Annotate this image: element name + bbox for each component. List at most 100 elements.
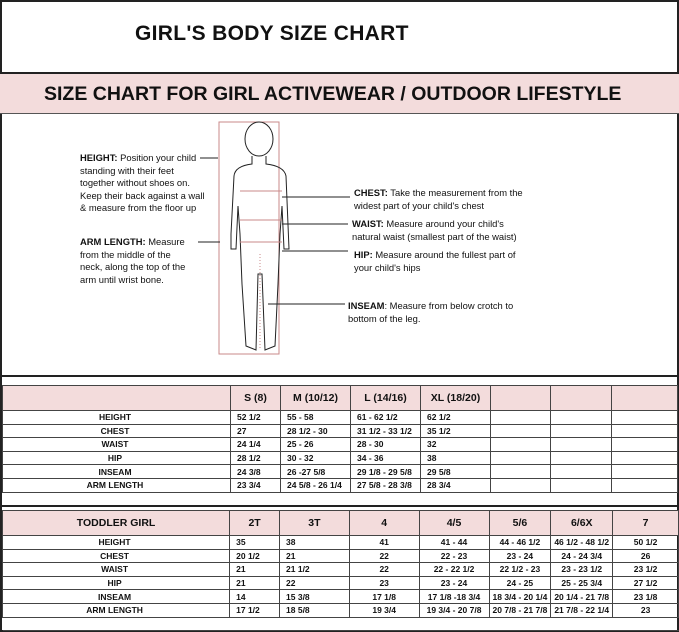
measurement-cell: 21 <box>229 562 281 577</box>
inseam-note-label: INSEAM <box>348 300 385 311</box>
measurement-cell <box>611 423 678 439</box>
chest-note: CHEST: Take the measurement from the wid… <box>354 187 524 212</box>
row-label: WAIST <box>2 437 231 452</box>
measurement-cell: 23 1/8 <box>612 589 679 604</box>
measurement-cell: 19 3/4 - 20 7/8 <box>418 602 490 618</box>
measurement-cell: 31 1/2 - 33 1/2 <box>350 423 421 439</box>
size-header: 7 <box>612 510 679 536</box>
row-label: CHEST <box>1 548 231 564</box>
measurement-cell: 17 1/8 <box>348 589 420 604</box>
waist-note: WAIST: Measure around your child's natur… <box>352 218 532 243</box>
measurement-cell: 27 <box>230 423 281 439</box>
row-label: HEIGHT <box>2 410 231 425</box>
measurement-cell: 38 <box>279 535 350 550</box>
measurement-cell: 18 3/4 - 20 1/4 <box>488 589 552 604</box>
size-header: 3T <box>279 510 350 536</box>
measurement-cell: 23 <box>612 602 679 618</box>
size-header: 6/6X <box>550 510 614 536</box>
measurement-cell <box>611 450 678 466</box>
arm-length-note: ARM LENGTH: Measure from the middle of t… <box>80 236 195 286</box>
measurement-cell <box>611 410 678 425</box>
measurement-cell: 29 5/8 <box>420 464 491 479</box>
measurement-cell: 25 - 25 3/4 <box>550 575 614 591</box>
measurement-cell: 28 3/4 <box>420 477 491 493</box>
measurement-cell: 35 <box>229 535 281 550</box>
measurement-cell <box>611 464 678 479</box>
measurement-cell: 24 5/8 - 26 1/4 <box>280 477 351 493</box>
measurement-cell: 23 - 23 1/2 <box>550 562 614 577</box>
size-header: 5/6 <box>488 510 552 536</box>
arm-note-label: ARM LENGTH: <box>80 236 146 247</box>
corner-header: TODDLER GIRL <box>1 510 231 536</box>
size-header: L (14/16) <box>350 385 421 411</box>
measurement-cell: 34 - 36 <box>350 450 421 466</box>
measurement-cell <box>490 450 551 466</box>
measurement-cell: 17 1/8 -18 3/4 <box>418 589 490 604</box>
measurement-cell: 30 - 32 <box>280 450 351 466</box>
measurement-cell: 50 1/2 <box>612 535 679 550</box>
row-label: HIP <box>1 575 231 591</box>
height-note: HEIGHT: Position your child standing wit… <box>80 152 205 215</box>
measurement-cell: 27 5/8 - 28 3/8 <box>350 477 421 493</box>
measurement-cell: 26 <box>612 548 679 564</box>
divider <box>0 375 679 377</box>
measurement-cell: 22 - 23 <box>418 548 490 564</box>
measurement-cell: 25 - 26 <box>280 437 351 452</box>
divider <box>0 505 679 507</box>
height-note-text: Position your child standing with their … <box>80 152 205 214</box>
measurement-cell: 61 - 62 1/2 <box>350 410 421 425</box>
height-note-label: HEIGHT: <box>80 152 118 163</box>
measurement-cell: 28 1/2 <box>230 450 281 466</box>
measurement-cell: 23 1/2 <box>612 562 679 577</box>
waist-note-text: Measure around your child's natural wais… <box>352 218 517 242</box>
size-header: XL (18/20) <box>420 385 491 411</box>
waist-note-label: WAIST: <box>352 218 384 229</box>
table-row: CHEST 20 1/2 21 22 22 - 23 23 - 24 24 - 24 3/4… <box>1 548 679 564</box>
row-label: WAIST <box>1 562 231 577</box>
measurement-cell: 41 - 44 <box>418 535 490 550</box>
table-row: HEIGHT 52 1/2 55 - 58 61 - 62 1/2 62 1/2 <box>2 410 678 425</box>
measurement-cell: 15 3/8 <box>279 589 350 604</box>
empty-row <box>2 616 679 632</box>
measurement-cell: 18 5/8 <box>279 602 350 618</box>
arm-note-text: Measure from the middle of the neck, alo… <box>80 236 186 285</box>
measurement-cell: 17 1/2 <box>229 602 281 618</box>
measurement-figure: HEIGHT: Position your child standing wit… <box>0 114 679 376</box>
measurement-cell: 24 - 24 3/4 <box>550 548 614 564</box>
measurement-cell: 20 1/2 <box>229 548 281 564</box>
measurement-cell <box>550 410 612 425</box>
size-header: 4/5 <box>418 510 490 536</box>
measurement-cell: 22 <box>348 548 420 564</box>
size-header <box>611 385 678 411</box>
measurement-cell <box>550 450 612 466</box>
measurement-cell <box>550 437 612 452</box>
table-row: WAIST 21 21 1/2 22 22 - 22 1/2 22 1/2 - 23 23 … <box>1 562 679 577</box>
measurement-cell: 46 1/2 - 48 1/2 <box>550 535 614 550</box>
measurement-cell: 24 - 25 <box>488 575 552 591</box>
row-label: HEIGHT <box>1 535 231 550</box>
measurement-cell <box>490 423 551 439</box>
row-label: INSEAM <box>2 464 231 479</box>
measurement-cell: 21 <box>229 575 281 591</box>
measurement-cell: 22 <box>279 575 350 591</box>
table-row: HIP 21 22 23 23 - 24 24 - 25 25 - 25 3/4 27 1/2 <box>1 575 679 591</box>
chest-note-text: Take the measurement from the widest par… <box>354 187 523 211</box>
inseam-note: INSEAM: Measure from below crotch to bot… <box>348 300 528 325</box>
inseam-note-text: : Measure from below crotch to bottom of… <box>348 300 514 324</box>
table-row: INSEAM 24 3/8 26 -27 5/8 29 1/8 - 29 5/8 29 … <box>2 464 678 479</box>
row-label: ARM LENGTH <box>2 477 231 493</box>
corner-header <box>2 385 231 411</box>
table-row: ARM LENGTH 17 1/2 18 5/8 19 3/4 19 3/4 - 20 … <box>1 602 679 618</box>
measurement-cell: 38 <box>420 450 491 466</box>
measurement-cell: 35 1/2 <box>420 423 491 439</box>
child-body-illustration <box>198 121 350 355</box>
subtitle-band: SIZE CHART FOR GIRL ACTIVEWEAR / OUTDOOR… <box>0 72 679 114</box>
measurement-cell <box>550 423 612 439</box>
chest-note-label: CHEST: <box>354 187 388 198</box>
measurement-cell: 14 <box>229 589 281 604</box>
measurement-cell: 22 1/2 - 23 <box>488 562 552 577</box>
measurement-cell: 52 1/2 <box>230 410 281 425</box>
measurement-cell <box>550 477 612 493</box>
measurement-cell: 21 7/8 - 22 1/4 <box>550 602 614 618</box>
